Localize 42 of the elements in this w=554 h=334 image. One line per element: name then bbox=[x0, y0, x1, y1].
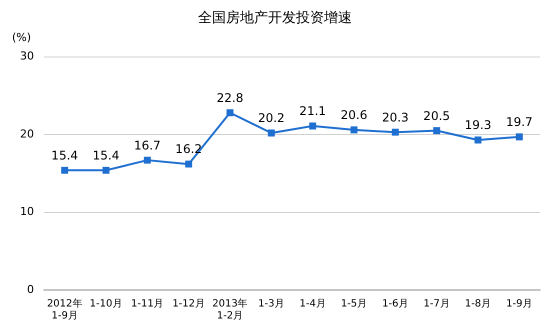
x-tick-label: 2012年 1-9月 bbox=[46, 298, 82, 322]
point bbox=[350, 126, 358, 134]
chart-title: 全国房地产开发投资增速 bbox=[198, 10, 352, 26]
point bbox=[516, 133, 523, 140]
point bbox=[102, 166, 110, 174]
x-tick-label: 2013年 1-2月 bbox=[212, 298, 248, 322]
point bbox=[61, 166, 68, 174]
y-axis-title: (%) bbox=[12, 30, 32, 44]
data-label: 16.7 bbox=[134, 138, 161, 152]
point bbox=[433, 127, 440, 134]
point bbox=[392, 128, 399, 136]
data-label: 20.6 bbox=[340, 108, 368, 122]
x-tick-label: 1-6月 bbox=[382, 298, 409, 310]
y-tick-label: 0 bbox=[26, 282, 34, 296]
x-tick-label: 1-3月 bbox=[258, 298, 285, 310]
data-label: 20.5 bbox=[423, 108, 450, 123]
point bbox=[268, 130, 275, 136]
point bbox=[144, 156, 151, 164]
x-tick-label: 1-12月 bbox=[172, 298, 206, 310]
data-label: 15.4 bbox=[51, 148, 78, 162]
y-tick-label: 10 bbox=[20, 205, 34, 218]
point bbox=[226, 109, 234, 116]
x-tick-label: 1-10月 bbox=[90, 298, 122, 310]
data-label: 20.3 bbox=[382, 110, 409, 124]
point bbox=[309, 122, 316, 130]
y-tick-label: 30 bbox=[20, 50, 34, 63]
point bbox=[185, 160, 192, 168]
x-tick-label: 1-9月 bbox=[506, 298, 533, 310]
data-label: 19.3 bbox=[464, 118, 492, 132]
data-label: 22.8 bbox=[216, 90, 244, 105]
y-tick-label: 20 bbox=[20, 127, 34, 140]
data-label: 16.2 bbox=[175, 142, 202, 156]
x-tick-label: 1-4月 bbox=[299, 298, 326, 310]
x-tick-label: 1-7月 bbox=[423, 298, 450, 310]
x-tick-label: 1-5月 bbox=[340, 298, 368, 310]
point bbox=[474, 136, 482, 144]
data-label: 19.7 bbox=[506, 114, 533, 129]
data-label: 15.4 bbox=[92, 148, 120, 162]
x-tick-label: 1-8月 bbox=[464, 298, 492, 310]
data-label: 21.1 bbox=[299, 104, 326, 118]
x-tick-label: 1-11月 bbox=[130, 298, 164, 310]
data-label: 20.2 bbox=[258, 111, 285, 126]
